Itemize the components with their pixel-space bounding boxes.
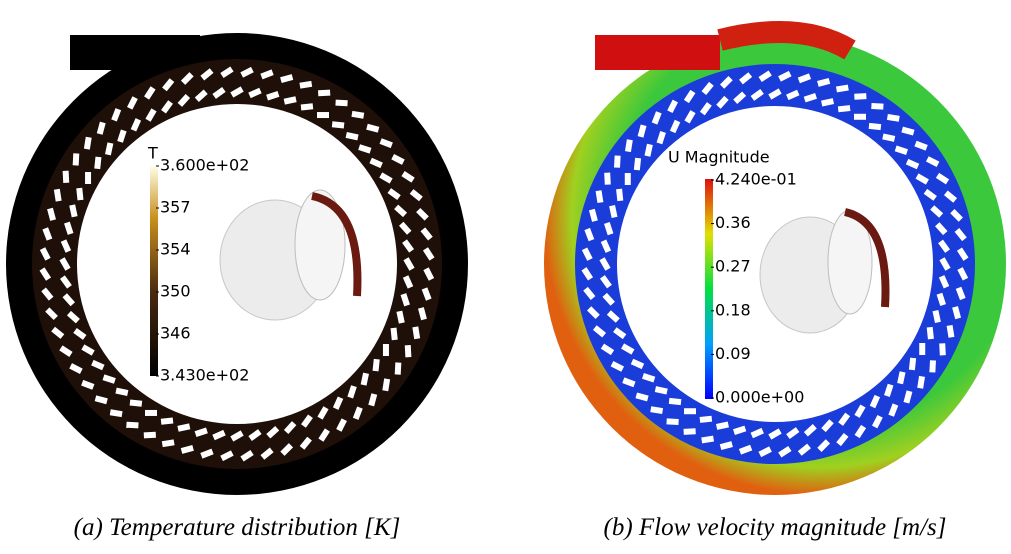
colorbar (150, 166, 158, 376)
vane (76, 188, 83, 201)
colorbar-tick-label: 0.18 (715, 300, 751, 319)
vane (927, 327, 934, 340)
colorbar (705, 179, 713, 399)
vane (838, 105, 851, 112)
vane (869, 123, 882, 130)
caption: (b) Flow velocity magnitude [m/s] (604, 514, 947, 541)
vane (63, 171, 70, 183)
vane (335, 100, 347, 107)
vane (666, 418, 678, 425)
vane (684, 408, 696, 414)
panel-a: T 3.600e+02 357 354 350 346 3.430e+02 (a) Tem… (6, 33, 468, 541)
colorbar-title: U Magnitude (668, 148, 770, 167)
colorbar-tick-label: 0.09 (715, 344, 751, 363)
vane (73, 153, 80, 165)
vane (625, 173, 631, 185)
colorbar-tick-label: 0.36 (715, 213, 751, 232)
colorbar-tick-label: 350 (160, 282, 191, 301)
panel-b: U Magnitude 4.240e-01 0.36 0.27 0.18 0.09 0.0… (544, 32, 1006, 541)
vane (669, 398, 682, 405)
colorbar-tick-label: 354 (160, 240, 191, 259)
vane (684, 428, 696, 435)
colorbar-tick-label: 0.27 (715, 257, 751, 276)
vane (85, 172, 91, 184)
vane (301, 103, 314, 110)
colorbar-tick-label: 0.000e+00 (715, 388, 804, 407)
vane (395, 362, 402, 374)
vane (909, 358, 916, 371)
vane (144, 432, 156, 439)
caption: (a) Temperature distribution [K] (74, 514, 401, 541)
vane (871, 103, 883, 110)
colorbar-tick-label: 3.430e+02 (160, 366, 249, 385)
figure: T 3.600e+02 357 354 350 346 3.430e+02 (a) Tem… (0, 0, 1011, 554)
vane (700, 416, 713, 423)
vane (616, 189, 623, 202)
vane (332, 121, 345, 128)
colorbar-tick-label: 357 (160, 198, 191, 217)
vane (854, 93, 866, 100)
vane (634, 158, 641, 171)
vane (161, 418, 174, 425)
vane (145, 410, 157, 416)
vane (391, 328, 398, 341)
vane (919, 343, 925, 355)
inlet (595, 35, 720, 70)
vane (130, 400, 143, 407)
vane (318, 90, 330, 97)
vane (614, 155, 621, 167)
colorbar-title: T (147, 144, 158, 163)
vane (373, 359, 380, 372)
vane (405, 345, 412, 357)
vane (929, 360, 936, 372)
colorbar-tick-label: 3.600e+02 (160, 156, 249, 175)
colorbar-tick-label: 4.240e-01 (715, 170, 797, 189)
vane (383, 344, 389, 356)
colorbar-tick-label: 346 (160, 324, 191, 343)
vane (604, 173, 611, 185)
vane (126, 422, 138, 429)
vane (939, 343, 946, 355)
vane (317, 112, 329, 118)
vane (94, 157, 101, 170)
vane (854, 114, 866, 120)
